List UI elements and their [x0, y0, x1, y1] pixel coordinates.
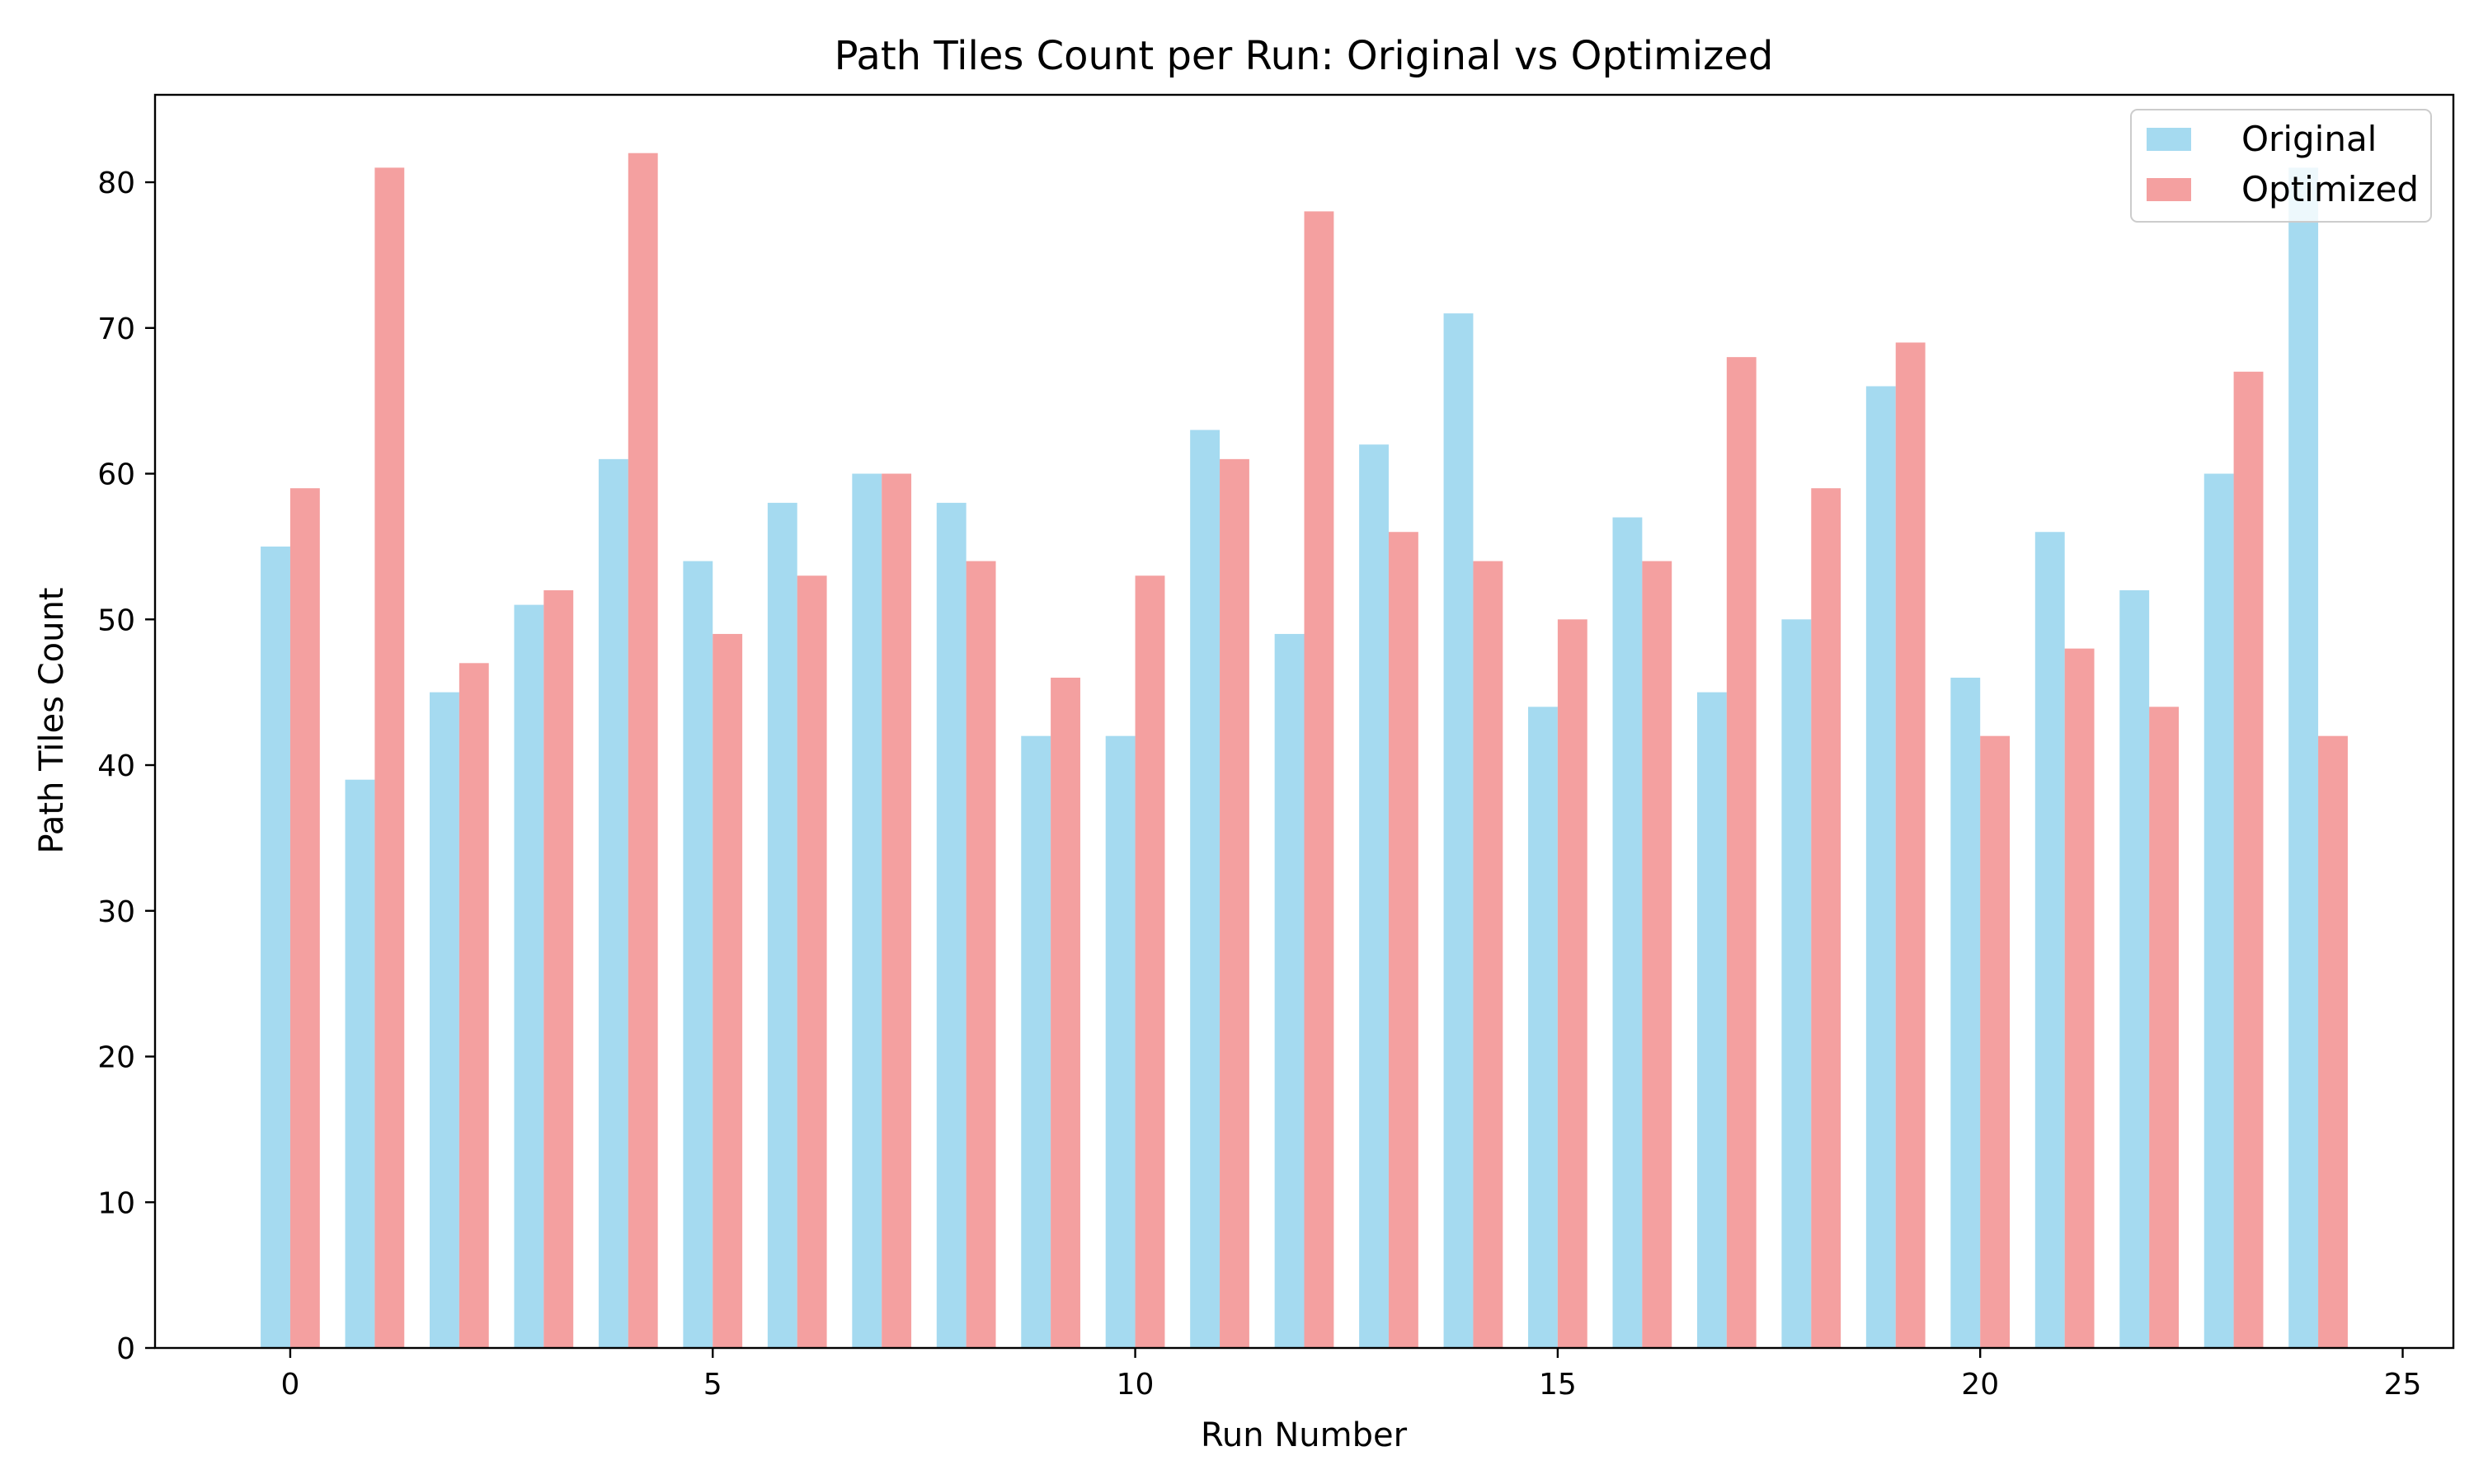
bar-original-run-14: [1443, 313, 1474, 1349]
bar-optimized-run-1: [374, 167, 405, 1349]
bar-original-run-24: [2288, 167, 2319, 1349]
bar-original-run-12: [1274, 633, 1305, 1348]
bar-optimized-run-17: [1726, 357, 1757, 1348]
bar-optimized-run-11: [1220, 458, 1249, 1348]
bar-optimized-run-19: [1895, 342, 1926, 1349]
bar-original-run-20: [1950, 677, 1981, 1348]
x-axis-title: Run Number: [1201, 1416, 1408, 1454]
bar-optimized-run-12: [1304, 211, 1334, 1348]
bar-optimized-run-18: [1811, 488, 1841, 1349]
x-tick-label: 0: [280, 1368, 299, 1402]
bar-original-run-0: [261, 546, 290, 1348]
y-tick-label: 70: [97, 312, 135, 346]
bar-original-run-7: [852, 473, 882, 1348]
bar-optimized-run-3: [543, 589, 574, 1348]
bar-original-run-19: [1865, 386, 1896, 1348]
bar-original-run-15: [1528, 707, 1558, 1348]
bar-original-run-21: [2034, 532, 2065, 1348]
bar-optimized-run-14: [1473, 561, 1503, 1348]
x-tick-label: 10: [1117, 1368, 1155, 1402]
legend: Original Optimized: [2130, 109, 2432, 223]
bar-optimized-run-5: [713, 633, 743, 1348]
bar-optimized-run-13: [1388, 532, 1418, 1348]
bar-optimized-run-16: [1642, 561, 1672, 1348]
bar-optimized-run-24: [2318, 735, 2348, 1348]
y-tick-label: 0: [116, 1332, 135, 1366]
legend-swatch-original: [2147, 128, 2191, 151]
bar-original-run-16: [1612, 517, 1643, 1348]
bar-original-run-23: [2204, 473, 2234, 1348]
y-tick-label: 50: [97, 603, 135, 637]
bar-optimized-run-4: [628, 153, 658, 1349]
x-tick-label: 25: [2384, 1368, 2422, 1402]
bar-optimized-run-9: [1051, 677, 1080, 1348]
y-axis-ticks: 0 10 20 30 40 50 60 70 80: [97, 167, 155, 1366]
x-tick-label: 5: [703, 1368, 722, 1402]
x-tick-label: 20: [1961, 1368, 1999, 1402]
bar-original-run-22: [2119, 589, 2150, 1348]
legend-swatch-optimized: [2147, 178, 2191, 201]
plot-area: [153, 93, 2455, 1350]
bar-original-run-10: [1105, 735, 1136, 1348]
bar-optimized-run-7: [882, 473, 912, 1348]
bar-original-run-11: [1190, 430, 1221, 1348]
bar-original-run-3: [514, 604, 544, 1348]
chart-title: Path Tiles Count per Run: Original vs Op…: [835, 33, 1774, 79]
bar-optimized-run-15: [1557, 619, 1587, 1348]
legend-label-optimized: Optimized: [2241, 169, 2419, 209]
x-tick-label: 15: [1539, 1368, 1577, 1402]
bar-series-group: [261, 153, 2348, 1349]
bar-optimized-run-2: [459, 663, 489, 1348]
bar-optimized-run-21: [2064, 648, 2095, 1348]
bar-optimized-run-8: [966, 561, 996, 1348]
bar-optimized-run-20: [1980, 735, 2011, 1348]
bar-original-run-2: [430, 692, 459, 1348]
bar-optimized-run-22: [2149, 707, 2179, 1348]
y-tick-label: 20: [97, 1041, 135, 1075]
bar-original-run-13: [1359, 444, 1389, 1348]
bar-optimized-run-23: [2233, 371, 2264, 1348]
x-axis-ticks: 0 5 10 15 20 25: [280, 1348, 2421, 1402]
bar-optimized-run-0: [289, 488, 320, 1349]
bar-original-run-18: [1781, 619, 1812, 1348]
bar-original-run-17: [1696, 692, 1727, 1348]
legend-box: [2130, 109, 2432, 223]
y-tick-label: 30: [97, 895, 135, 929]
y-tick-label: 10: [97, 1186, 135, 1220]
y-axis-title: Path Tiles Count: [33, 588, 71, 854]
bar-original-run-9: [1021, 735, 1051, 1348]
bar-optimized-run-10: [1135, 575, 1165, 1348]
y-tick-label: 80: [97, 167, 135, 200]
bar-optimized-run-6: [797, 575, 827, 1348]
y-tick-label: 40: [97, 749, 135, 783]
bar-original-run-5: [683, 561, 713, 1348]
bar-original-run-1: [345, 779, 375, 1348]
bar-original-run-4: [598, 458, 628, 1348]
bar-original-run-6: [767, 502, 797, 1348]
axes-frame: [153, 93, 2455, 1350]
y-tick-label: 60: [97, 458, 135, 492]
bar-original-run-8: [936, 502, 967, 1348]
legend-label-original: Original: [2241, 119, 2377, 159]
